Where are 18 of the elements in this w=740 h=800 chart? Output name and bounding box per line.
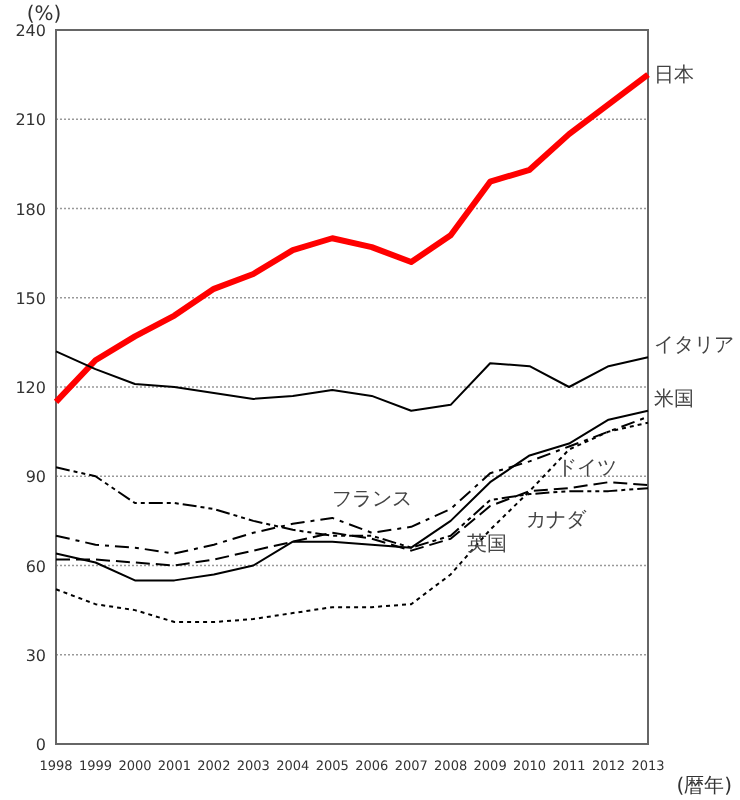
x-axis-title: (暦年) [676, 774, 733, 798]
y-tick-label: 90 [25, 468, 46, 487]
y-tick-label: 210 [15, 111, 46, 130]
y-tick-label: 30 [25, 646, 46, 665]
series-label: 日本 [654, 62, 694, 87]
series-label: カナダ [525, 508, 588, 533]
series-label: 英国 [466, 532, 507, 557]
series-label: イタリア [654, 335, 734, 358]
series-label: 米国 [654, 386, 694, 411]
y-tick-label: 180 [15, 200, 46, 219]
y-tick-label: 60 [25, 557, 46, 576]
series-label: ドイツ [557, 458, 618, 481]
y-tick-label: 0 [35, 736, 46, 754]
series-label: フランス [331, 488, 412, 511]
y-tick-label: 150 [15, 289, 46, 308]
y-tick-label: 120 [15, 379, 46, 397]
y-tick-label: 240 [15, 22, 46, 40]
y-axis-title: (%) [26, 4, 62, 26]
